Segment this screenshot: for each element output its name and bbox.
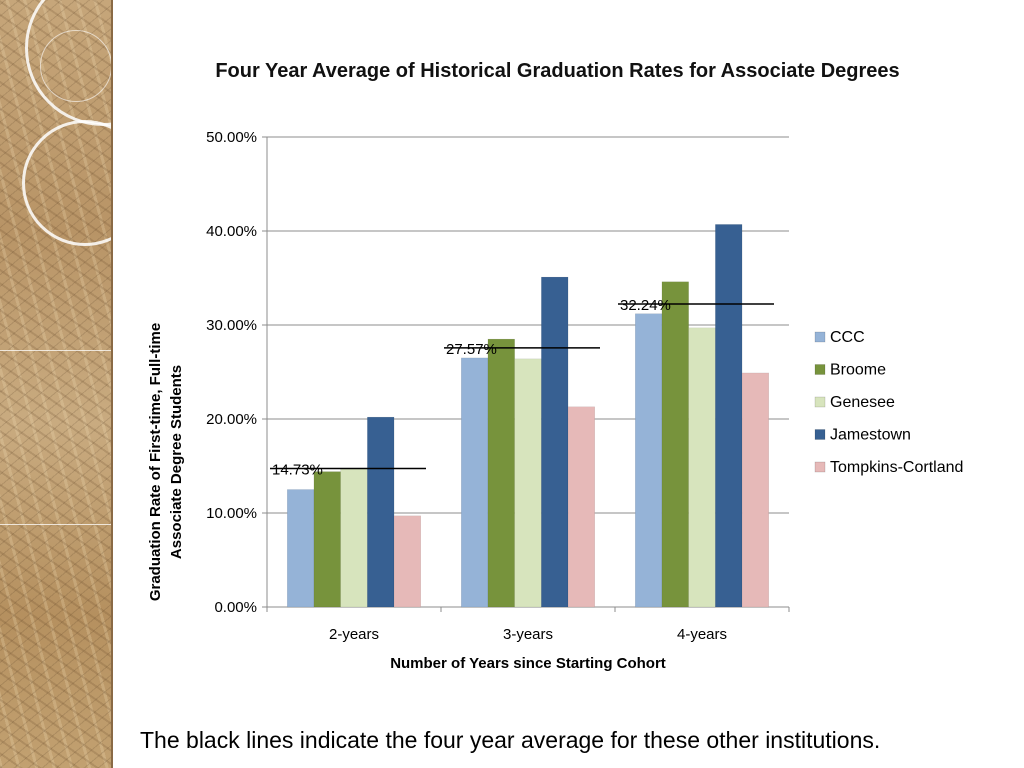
bar (340, 468, 368, 608)
bar (741, 372, 769, 608)
chart-title: Four Year Average of Historical Graduati… (215, 60, 900, 82)
average-label: 14.73% (272, 462, 323, 479)
bar (514, 358, 542, 608)
y-tick-label: 50.00% (206, 129, 257, 146)
x-tick-label: 4-years (677, 626, 727, 643)
average-label: 32.24% (620, 297, 671, 314)
legend-label: Genesee (830, 394, 895, 411)
y-axis-title-line: Graduation Rate of First-time, Full-time (147, 323, 164, 601)
bar (367, 416, 395, 608)
x-axis-title: Number of Years since Starting Cohort (390, 655, 666, 672)
bar (688, 327, 716, 608)
bar (715, 224, 743, 608)
bar (487, 338, 515, 608)
y-tick-label: 0.00% (214, 599, 257, 616)
sidebar-divider (0, 350, 113, 351)
x-tick-label: 3-years (503, 626, 553, 643)
legend-swatch (814, 331, 826, 343)
decorative-sidebar (0, 0, 113, 768)
legend-label: Jamestown (830, 427, 911, 444)
bar (461, 357, 489, 608)
legend-label: CCC (830, 329, 865, 346)
average-label: 27.57% (446, 341, 497, 358)
y-tick-label: 40.00% (206, 223, 257, 240)
slide-caption: The black lines indicate the four year a… (140, 727, 881, 753)
y-tick-label: 30.00% (206, 317, 257, 334)
bar (541, 276, 569, 608)
y-axis-title-line: Associate Degree Students (168, 365, 185, 559)
sidebar-divider (0, 524, 113, 525)
y-tick-label: 20.00% (206, 411, 257, 428)
bar (313, 471, 341, 608)
legend-label: Broome (830, 362, 886, 379)
legend-swatch (814, 364, 826, 375)
sidebar-edge (111, 0, 113, 768)
legend-swatch (814, 461, 826, 473)
bar (287, 489, 315, 608)
bar (567, 406, 595, 608)
y-tick-label: 10.00% (206, 505, 257, 522)
bar (393, 515, 421, 608)
x-tick-label: 2-years (329, 626, 379, 643)
y-axis-title: Graduation Rate of First-time, Full-time… (147, 323, 185, 601)
legend-swatch (814, 429, 826, 440)
legend-swatch (814, 396, 826, 408)
legend-label: Tompkins-Cortland (830, 459, 963, 476)
bar (661, 281, 689, 608)
bar (635, 313, 663, 608)
